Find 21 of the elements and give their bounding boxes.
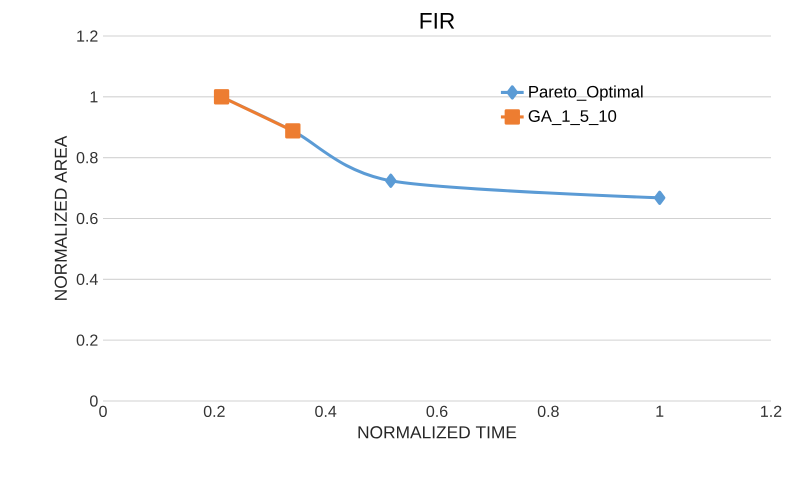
y-tick-label: 1.2 — [77, 30, 98, 42]
x-tick-label: 1 — [656, 406, 664, 417]
x-tick-label: 0 — [99, 406, 107, 418]
x-tick-label: 0.6 — [426, 406, 448, 418]
point — [385, 174, 397, 188]
x-tick-label: 1.2 — [761, 406, 782, 417]
x-tick-label: 0.2 — [204, 406, 225, 418]
y-axis-title: NORMALIZED AREA — [54, 136, 67, 300]
legend-label: GA_1_5_10 — [528, 110, 616, 126]
x-axis-title: NORMALIZED TIME — [358, 426, 516, 438]
legend-label: Pareto_Optimal — [529, 85, 643, 101]
point — [654, 190, 666, 205]
y-tick-label: 0.2 — [76, 334, 98, 346]
x-tick-label: 0.8 — [538, 406, 559, 418]
chart-title: FIR — [420, 13, 454, 29]
y-tick-label: 0 — [90, 395, 98, 407]
y-tick-label: 0.6 — [76, 212, 98, 224]
x-tick-label: 0.4 — [315, 406, 336, 418]
y-tick-label: 0.8 — [76, 152, 98, 164]
y-tick-label: 0.4 — [76, 274, 98, 285]
y-tick-label: 1 — [90, 91, 98, 102]
